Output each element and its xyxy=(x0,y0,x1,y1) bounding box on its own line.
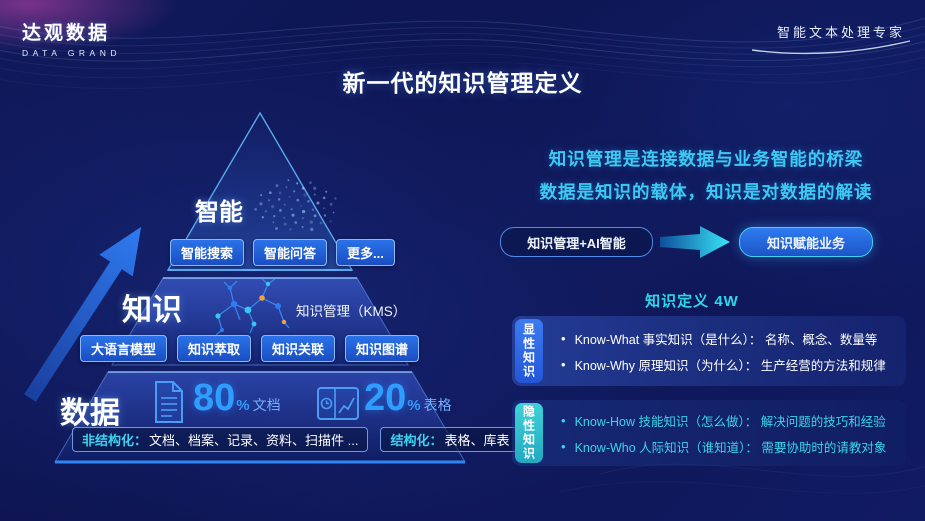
tag-label: 结构化： xyxy=(390,433,443,448)
intelligence-chip-row: 智能搜索 智能问答 更多... xyxy=(170,239,395,266)
bullet-know-why: • Know-Why 原理知识（为什么）： 生产经营的方法和规律 xyxy=(561,355,906,374)
tag-items: 表格、库表 xyxy=(444,433,510,448)
document-icon xyxy=(155,381,183,423)
bullet-dot: • xyxy=(561,356,566,372)
chip-llm: 大语言模型 xyxy=(80,335,168,362)
bullet-text: Know-What 事实知识（是什么）： 名称、概念、数量等 xyxy=(574,332,878,347)
bullet-know-how: • Know-How 技能知识（怎么做）： 解决问题的技巧和经验 xyxy=(561,411,906,430)
section-title-4w: 知识定义 4W xyxy=(645,293,739,310)
unstructured-data-tag: 非结构化： 文档、档案、记录、资料、扫描件 ... xyxy=(72,427,369,452)
bullet-know-what: • Know-What 事实知识（是什么）： 名称、概念、数量等 xyxy=(561,329,906,348)
dotted-brain-icon xyxy=(254,179,337,232)
chip-knowledge-association: 知识关联 xyxy=(261,335,336,362)
header-tagline: 智能文本处理专家 xyxy=(776,25,905,40)
bullet-dot: • xyxy=(561,412,566,428)
chip-smart-search: 智能搜索 xyxy=(170,239,245,266)
knowledge-graph-icon xyxy=(215,278,290,336)
tacit-knowledge-bullets: • Know-How 技能知识（怎么做）： 解决问题的技巧和经验 • Know-… xyxy=(546,400,906,466)
explicit-knowledge-bullets: • Know-What 事实知识（是什么）： 名称、概念、数量等 • Know-… xyxy=(546,316,906,386)
level-name-data: 数据 xyxy=(60,397,120,430)
stat-unit: % xyxy=(236,397,250,414)
bullet-text: Know-How 技能知识（怎么做）： 解决问题的技巧和经验 xyxy=(574,414,886,429)
stat-label: 文档 xyxy=(252,397,281,413)
growth-arrow-icon xyxy=(24,226,142,402)
kms-caption: 知识管理（KMS） xyxy=(296,304,407,319)
chip-knowledge-graph: 知识图谱 xyxy=(345,335,420,362)
stat-label: 表格 xyxy=(423,397,452,413)
stat-documents: 80 % 文档 xyxy=(193,379,281,417)
bullet-know-who: • Know-Who 人际知识（谁知道）： 需要协助时的请教对象 xyxy=(561,437,906,456)
logo: 达观数据 DATA GRAND xyxy=(22,18,121,58)
bullet-text: Know-Who 人际知识（谁知道）： 需要协助时的请教对象 xyxy=(574,440,887,455)
tag-items: 文档、档案、记录、资料、扫描件 ... xyxy=(149,433,359,448)
data-tag-row: 非结构化： 文档、档案、记录、资料、扫描件 ... 结构化： 表格、库表 xyxy=(72,427,520,452)
intro-line-1: 知识管理是连接数据与业务智能的桥梁 xyxy=(548,149,864,169)
knowledge-chip-row: 大语言模型 知识萃取 知识关联 知识图谱 xyxy=(80,335,420,362)
bullet-text: Know-Why 原理知识（为什么）： 生产经营的方法和规律 xyxy=(574,358,886,373)
intro-line-2: 数据是知识的载体，知识是对数据的解读 xyxy=(539,182,873,202)
bullet-dot: • xyxy=(561,330,566,346)
level-name-knowledge: 知识 xyxy=(122,294,182,327)
structured-data-tag: 结构化： 表格、库表 xyxy=(380,427,520,452)
stat-tables: 20 % 表格 xyxy=(364,379,452,417)
flow-arrow-icon xyxy=(660,226,730,258)
table-chart-icon xyxy=(317,387,359,420)
chip-smart-qa: 智能问答 xyxy=(253,239,328,266)
intro-text: 知识管理是连接数据与业务智能的桥梁 数据是知识的载体，知识是对数据的解读 xyxy=(505,143,907,209)
pill-knowledge-empowers-business: 知识赋能业务 xyxy=(739,227,873,257)
pill-km-ai: 知识管理+AI智能 xyxy=(500,227,653,257)
logo-title: 达观数据 xyxy=(22,23,111,44)
logo-subtitle: DATA GRAND xyxy=(22,48,121,58)
stat-value: 20 xyxy=(364,377,407,419)
page-title: 新一代的知识管理定义 xyxy=(342,70,583,96)
bullet-dot: • xyxy=(561,438,566,454)
stat-value: 80 xyxy=(193,377,236,419)
tag-label: 非结构化： xyxy=(82,433,148,448)
tacit-knowledge-box: 隐性知识 • Know-How 技能知识（怎么做）： 解决问题的技巧和经验 • … xyxy=(512,400,906,466)
level-name-intelligence: 智能 xyxy=(195,199,243,226)
explicit-knowledge-tab: 显性知识 xyxy=(515,319,543,383)
chip-knowledge-extraction: 知识萃取 xyxy=(177,335,252,362)
explicit-knowledge-box: 显性知识 • Know-What 事实知识（是什么）： 名称、概念、数量等 • … xyxy=(512,316,906,386)
stat-unit: % xyxy=(407,397,421,414)
tacit-knowledge-tab: 隐性知识 xyxy=(515,403,543,463)
chip-more: 更多... xyxy=(336,239,395,266)
